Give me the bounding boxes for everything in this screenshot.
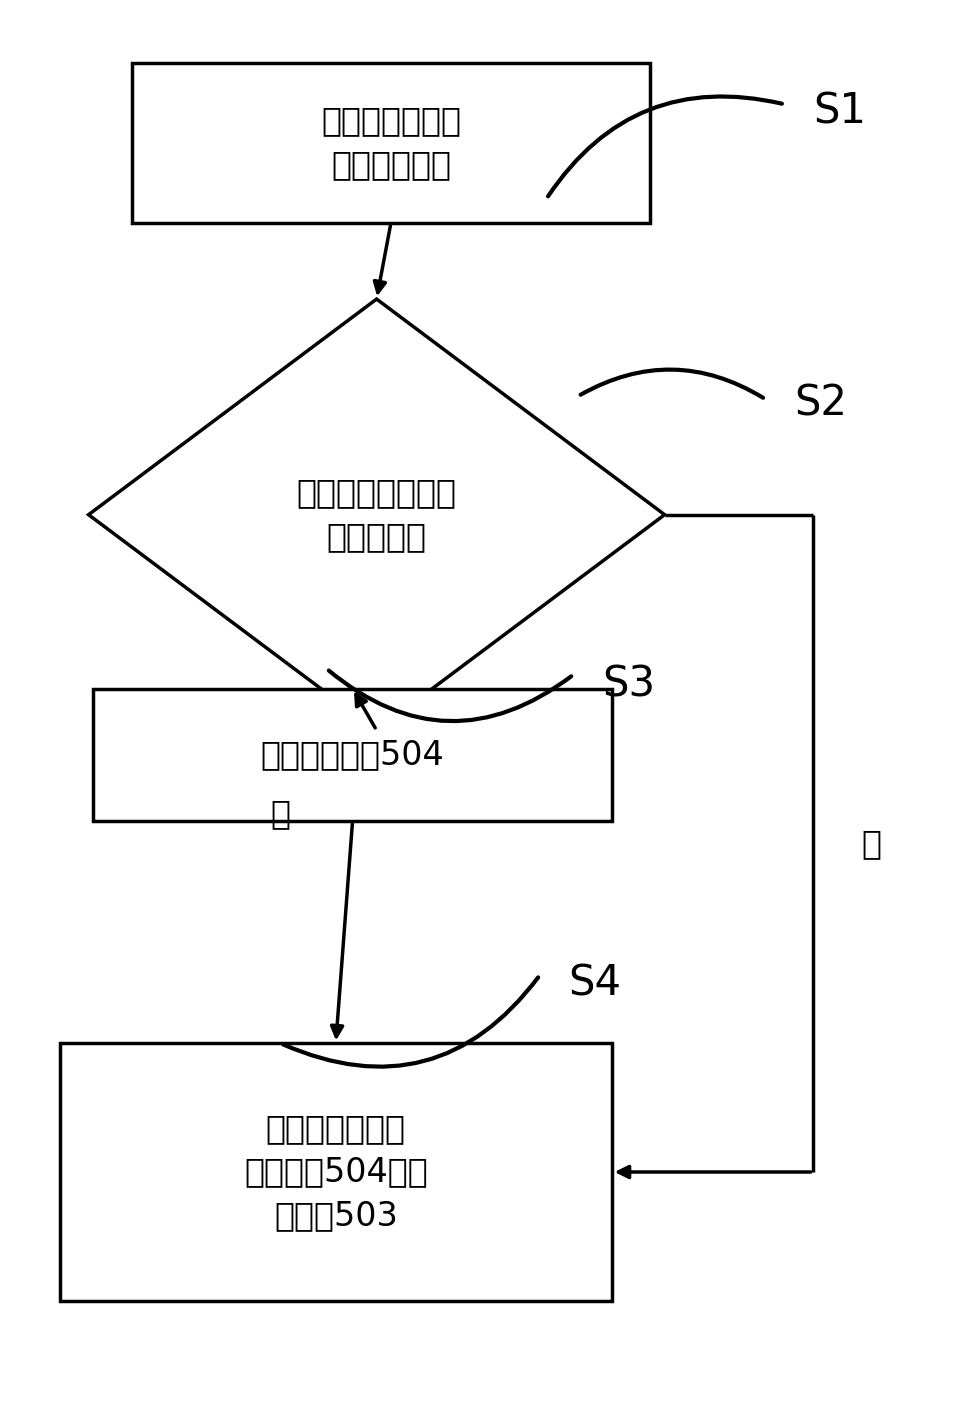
Text: S3: S3 [602, 663, 656, 705]
Text: 否: 否 [271, 797, 290, 830]
Text: S2: S2 [794, 382, 847, 424]
Polygon shape [89, 299, 664, 731]
Text: 输入打印面积与
设定面积阈值: 输入打印面积与 设定面积阈值 [321, 104, 461, 181]
Bar [131, 63, 651, 222]
Text: 是: 是 [861, 828, 881, 860]
Bar [94, 688, 612, 821]
Text: 打开第二光源504: 打开第二光源504 [261, 738, 444, 771]
Bar [59, 1044, 612, 1301]
Text: 打开光功率大于
第二光源504的第
一光源503: 打开光功率大于 第二光源504的第 一光源503 [244, 1113, 428, 1232]
Text: 打印面积是否大于
面积阈值；: 打印面积是否大于 面积阈值； [297, 476, 457, 554]
Text: S4: S4 [569, 962, 621, 1005]
Text: S1: S1 [813, 90, 867, 132]
